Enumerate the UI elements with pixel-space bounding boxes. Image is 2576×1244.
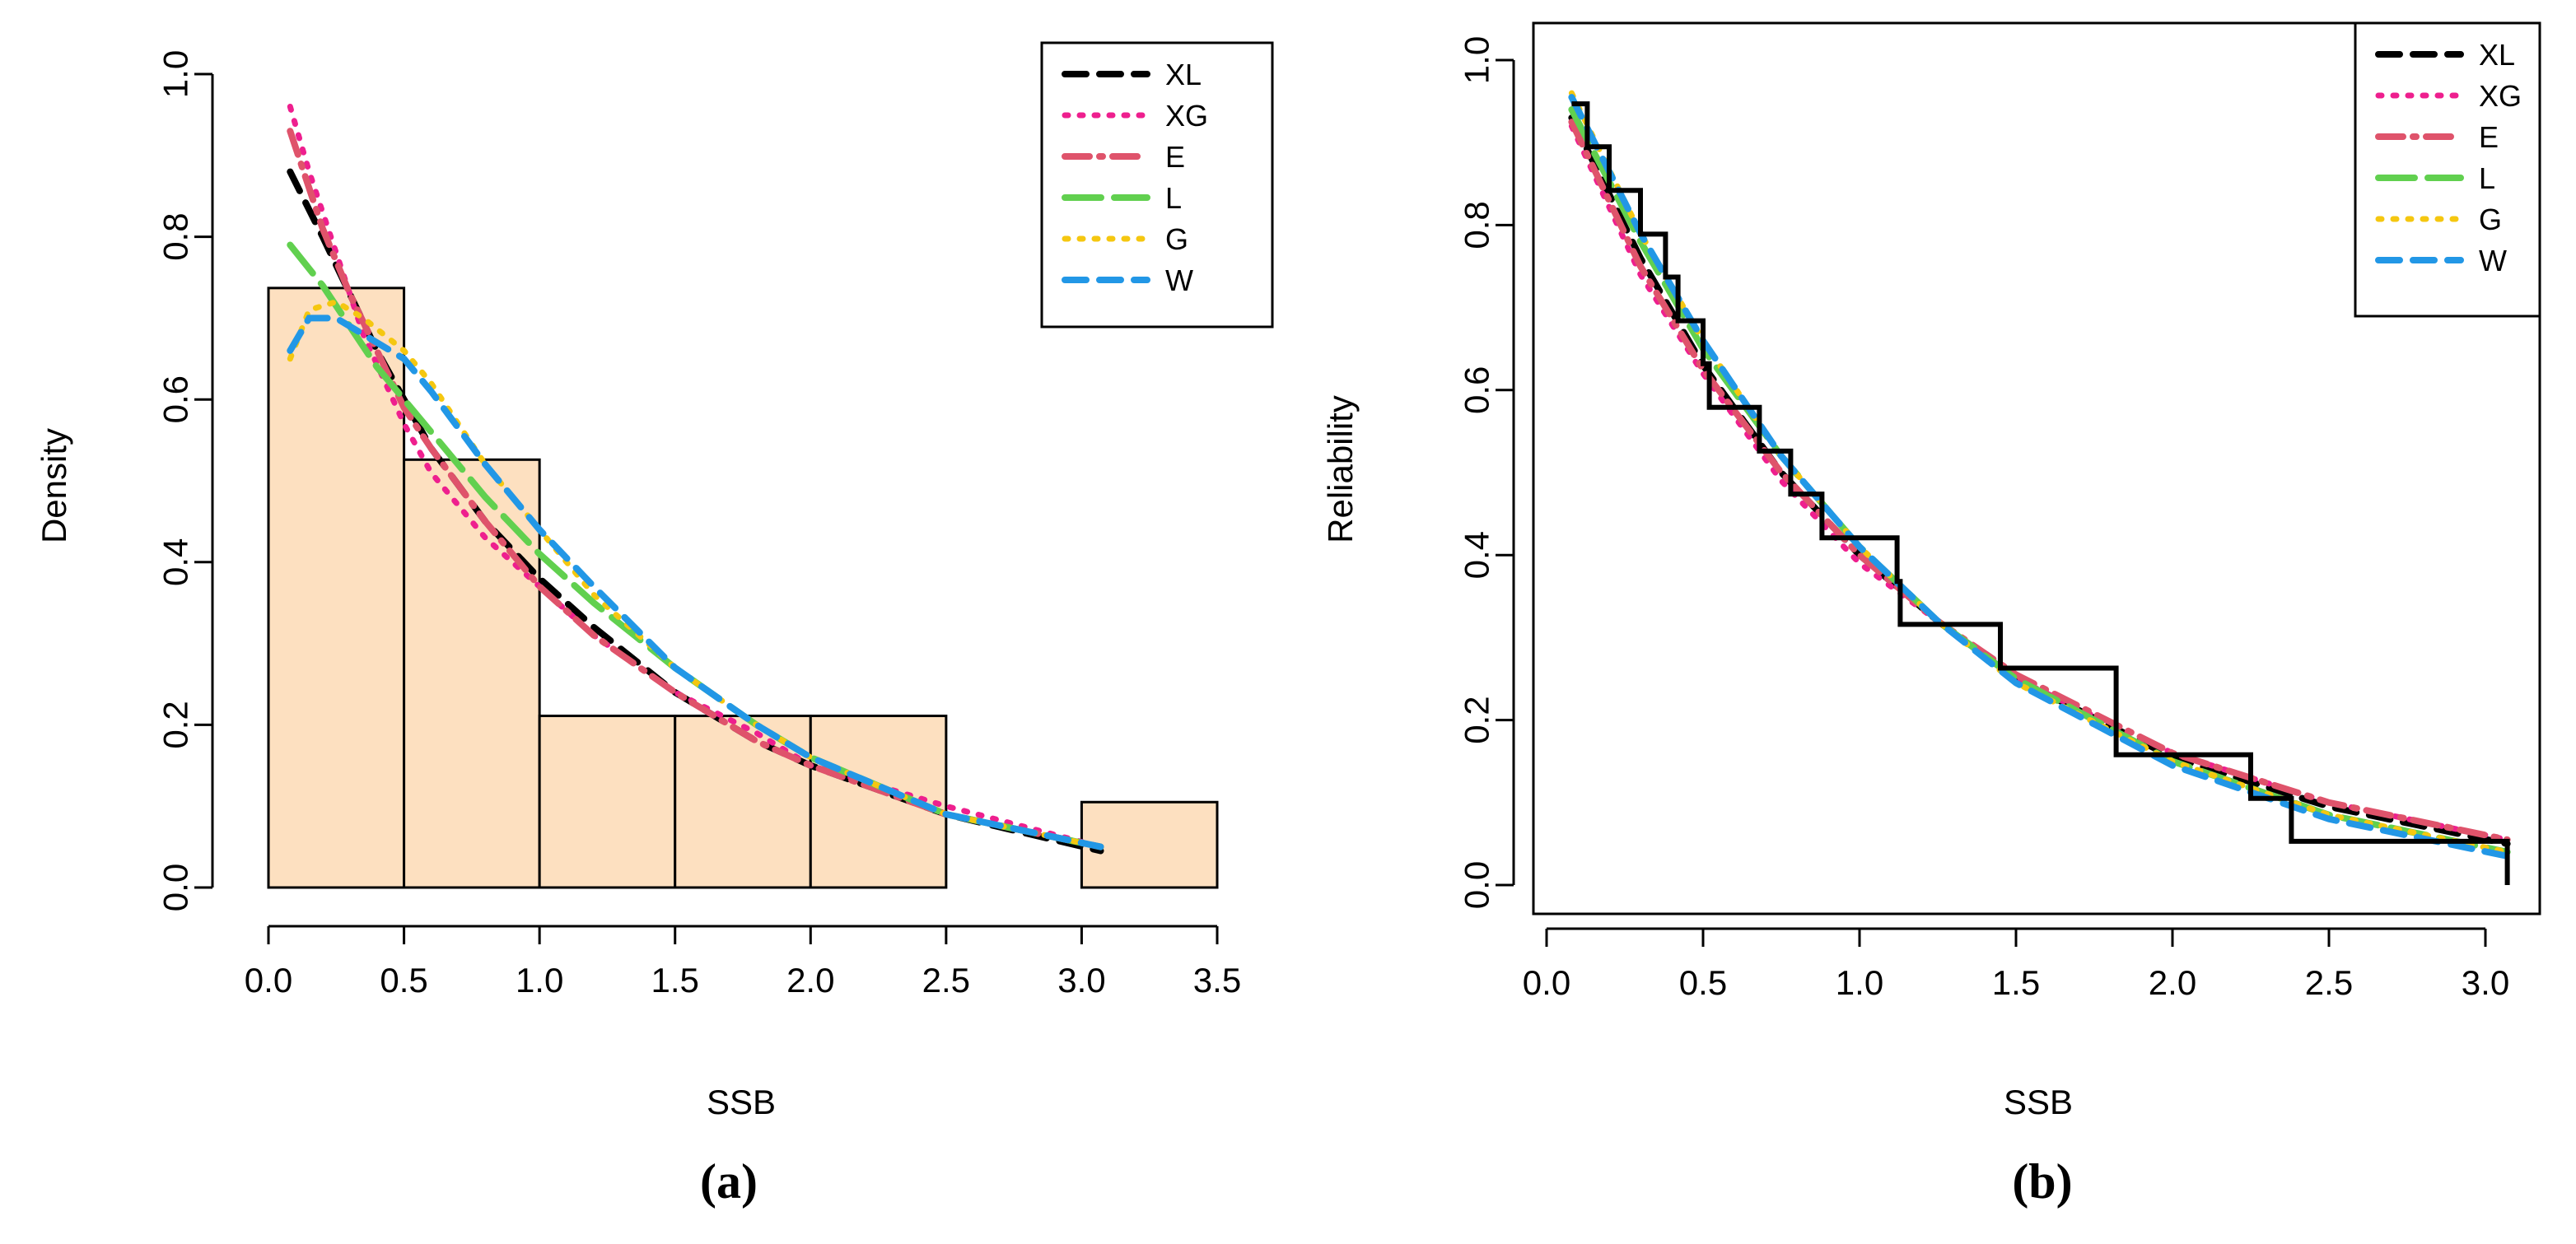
x-axis-label: SSB: [707, 1083, 776, 1121]
axes: 0.0 0.5 1.0 1.5 2.0 2.5 3.0 3.5 0.0 0.2 0.4 0.6 0.8 1…: [156, 50, 1242, 999]
legend-box: [2354, 21, 2541, 318]
y-tick-label: 0.4: [1458, 531, 1496, 579]
legend-label-e: E: [2479, 120, 2499, 154]
empirical-step-line: [1571, 101, 2510, 885]
y-axis-label: Density: [35, 428, 73, 543]
panel-b-reliability: 0.0 0.5 1.0 1.5 2.0 2.5 3.00.00.20.40.60.81.0 …: [1321, 21, 2541, 1209]
x-tick-label: 2.5: [2305, 963, 2353, 1002]
legend-label-l: L: [1165, 181, 1182, 215]
panel-a-density: 0.0 0.5 1.0 1.5 2.0 2.5 3.0 3.5 0.0 0.2 0.4 0.6 0.8 1…: [35, 41, 1274, 1209]
legend-label-e: E: [1165, 140, 1185, 174]
legend-label-w: W: [2479, 244, 2507, 277]
empirical-survival-step: [1571, 101, 2510, 885]
x-tick-label: 2.0: [786, 961, 834, 999]
x-tick-label: 1.5: [1992, 963, 2040, 1002]
x-tick-label: 3.0: [2462, 963, 2509, 1002]
x-tick-label: 3.0: [1057, 961, 1105, 999]
density-curves: [287, 104, 1104, 855]
legend-label-xg: XG: [2479, 79, 2522, 113]
axes: 0.0 0.5 1.0 1.5 2.0 2.5 3.0 0.0 0.2 0.4 0.6 0.8 1.0: [1458, 36, 2510, 1002]
legend-label-xl: XL: [1165, 58, 1202, 91]
legend-label-g: G: [1165, 222, 1188, 256]
x-axis-label: SSB: [2004, 1083, 2073, 1121]
y-tick-label: 1.0: [156, 50, 195, 98]
y-tick-label: 0.4: [156, 538, 195, 586]
y-tick-label: 1.0: [1458, 36, 1496, 84]
legend-label-g: G: [2479, 203, 2502, 236]
legend-label-l: L: [2479, 161, 2495, 195]
legend-label-w: W: [1165, 263, 1193, 297]
x-tick-label: 3.5: [1193, 961, 1241, 999]
y-tick-label: 0.2: [156, 701, 195, 748]
series-line-e: [287, 128, 1104, 850]
y-tick-label: 0.0: [156, 864, 195, 911]
y-tick-label: 0.6: [1458, 366, 1496, 414]
x-tick-label: 0.5: [380, 961, 427, 999]
y-tick-label: 0.8: [1458, 201, 1496, 249]
x-tick-label: 1.5: [651, 961, 699, 999]
x-tick-label: 1.0: [1836, 963, 1883, 1002]
panel-caption-b: (b): [2012, 1154, 2072, 1209]
y-axis-label: Reliability: [1321, 395, 1360, 543]
plot-frame: [1532, 21, 2541, 916]
series-line-w: [287, 314, 1104, 850]
y-tick-label: 0.6: [156, 375, 195, 423]
y-tick-label: 0.8: [156, 212, 195, 260]
x-tick-label: 2.5: [922, 961, 970, 999]
x-tick-label: 0.5: [1679, 963, 1727, 1002]
legend-label-xl: XL: [2479, 38, 2515, 72]
x-tick-label: 0.0: [245, 961, 292, 999]
legend-label-xg: XG: [1165, 99, 1208, 133]
histogram-bar: [267, 287, 406, 889]
x-tick-label: 1.0: [516, 961, 563, 999]
histogram-bar: [1080, 800, 1219, 889]
histogram-bar: [538, 715, 677, 889]
legend-box: [1040, 41, 1274, 328]
panel-caption-a: (a): [700, 1154, 758, 1209]
x-tick-label: 0.0: [1523, 963, 1570, 1002]
y-tick-label: 0.0: [1458, 861, 1496, 909]
y-tick-label: 0.2: [1458, 696, 1496, 743]
x-tick-label: 2.0: [2149, 963, 2196, 1002]
